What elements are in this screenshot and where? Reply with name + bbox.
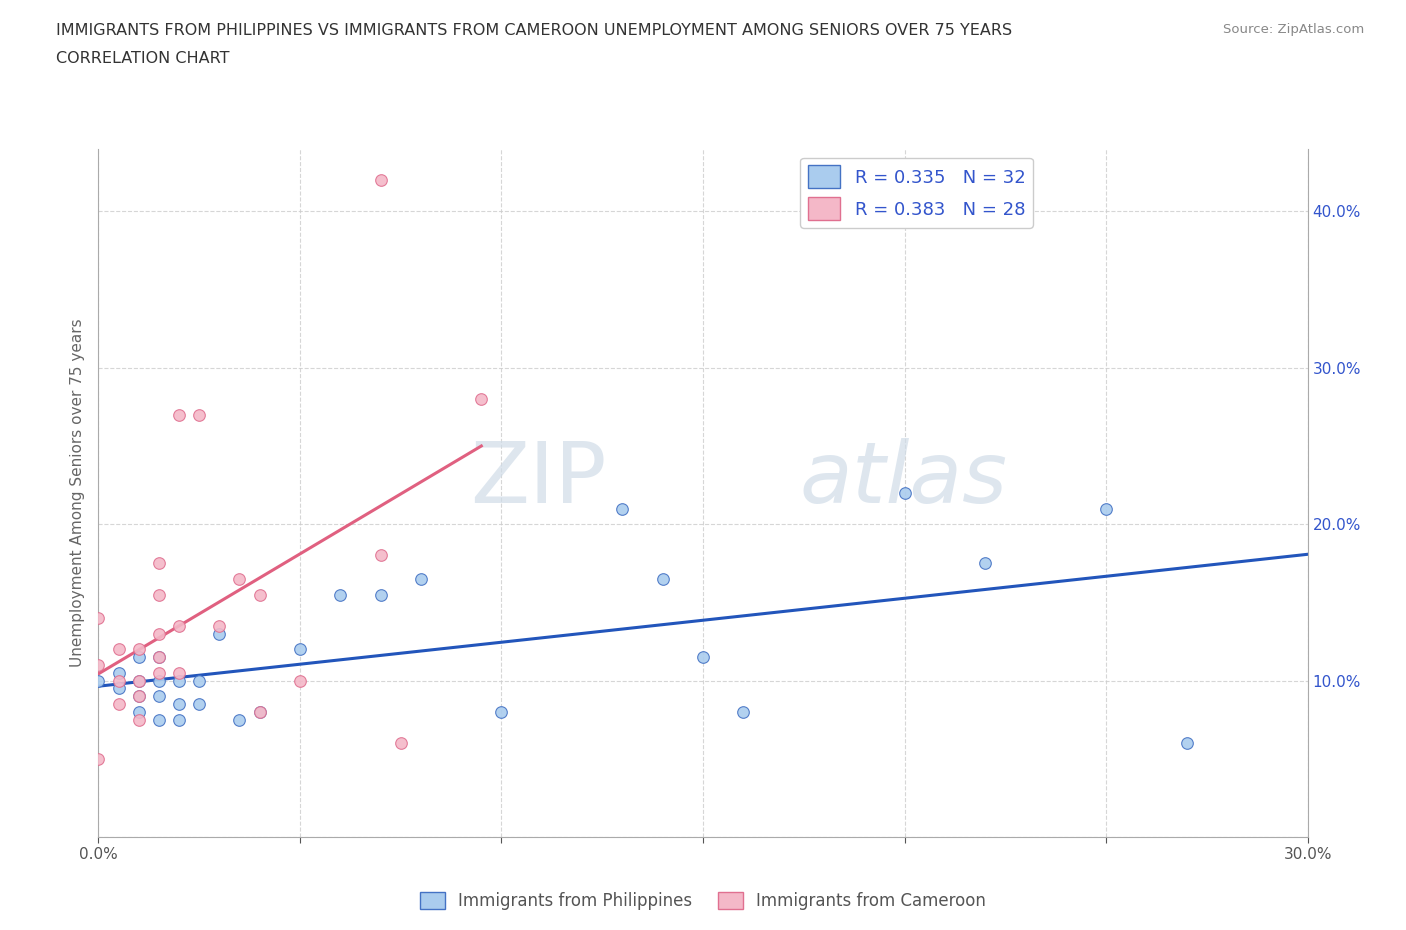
Point — [288, 642, 311, 657]
Text: atlas: atlas — [800, 438, 1008, 521]
Point — [148, 587, 170, 602]
Point — [107, 697, 129, 711]
Point — [249, 587, 271, 602]
Point — [491, 704, 513, 719]
Point — [409, 571, 432, 587]
Point — [128, 689, 150, 704]
Point — [148, 712, 170, 727]
Point — [370, 173, 392, 188]
Point — [288, 673, 311, 688]
Point — [87, 611, 110, 626]
Legend: Immigrants from Philippines, Immigrants from Cameroon: Immigrants from Philippines, Immigrants … — [413, 885, 993, 917]
Text: CORRELATION CHART: CORRELATION CHART — [56, 51, 229, 66]
Point — [128, 704, 150, 719]
Point — [208, 618, 231, 633]
Text: ZIP: ZIP — [470, 438, 606, 521]
Point — [188, 697, 211, 711]
Point — [188, 407, 211, 422]
Point — [128, 712, 150, 727]
Point — [167, 697, 190, 711]
Point — [148, 556, 170, 571]
Point — [249, 704, 271, 719]
Point — [148, 689, 170, 704]
Point — [1095, 501, 1118, 516]
Point — [228, 571, 250, 587]
Point — [329, 587, 352, 602]
Point — [228, 712, 250, 727]
Point — [107, 681, 129, 696]
Point — [128, 689, 150, 704]
Point — [128, 673, 150, 688]
Point — [87, 673, 110, 688]
Point — [167, 712, 190, 727]
Legend: R = 0.335   N = 32, R = 0.383   N = 28: R = 0.335 N = 32, R = 0.383 N = 28 — [800, 158, 1032, 228]
Point — [893, 485, 915, 500]
Point — [167, 618, 190, 633]
Point — [470, 392, 492, 406]
Y-axis label: Unemployment Among Seniors over 75 years: Unemployment Among Seniors over 75 years — [70, 319, 86, 667]
Point — [128, 673, 150, 688]
Point — [188, 673, 211, 688]
Point — [692, 650, 714, 665]
Point — [148, 665, 170, 680]
Point — [651, 571, 673, 587]
Point — [389, 736, 412, 751]
Point — [128, 642, 150, 657]
Point — [974, 556, 997, 571]
Point — [107, 642, 129, 657]
Point — [107, 673, 129, 688]
Point — [167, 407, 190, 422]
Point — [370, 548, 392, 563]
Text: IMMIGRANTS FROM PHILIPPINES VS IMMIGRANTS FROM CAMEROON UNEMPLOYMENT AMONG SENIO: IMMIGRANTS FROM PHILIPPINES VS IMMIGRANT… — [56, 23, 1012, 38]
Point — [370, 587, 392, 602]
Point — [167, 665, 190, 680]
Point — [249, 704, 271, 719]
Point — [208, 626, 231, 641]
Point — [128, 650, 150, 665]
Point — [1175, 736, 1198, 751]
Point — [107, 665, 129, 680]
Point — [733, 704, 755, 719]
Text: Source: ZipAtlas.com: Source: ZipAtlas.com — [1223, 23, 1364, 36]
Point — [87, 751, 110, 766]
Point — [148, 673, 170, 688]
Point — [167, 673, 190, 688]
Point — [87, 658, 110, 672]
Point — [612, 501, 634, 516]
Point — [148, 626, 170, 641]
Point — [148, 650, 170, 665]
Point — [148, 650, 170, 665]
